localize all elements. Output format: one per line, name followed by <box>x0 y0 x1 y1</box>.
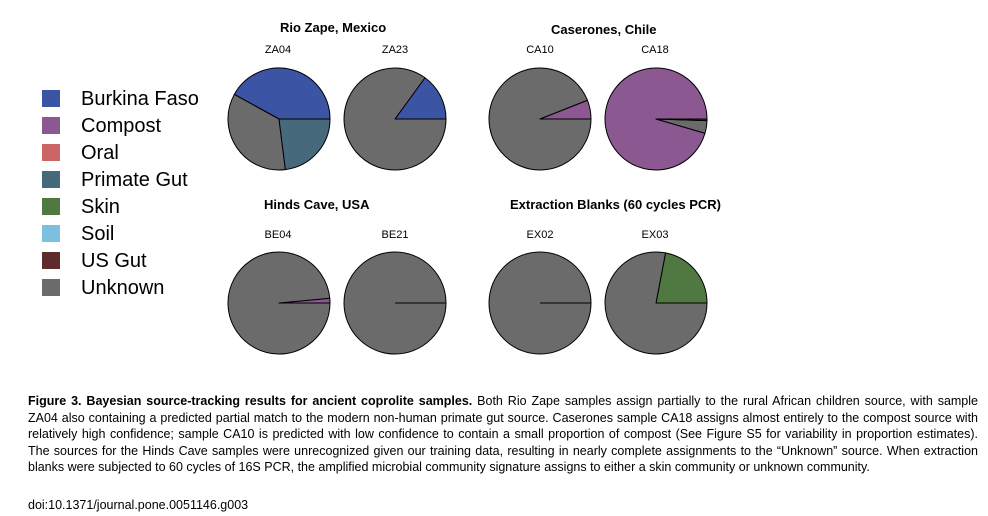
legend-item-oral: Oral <box>42 139 199 166</box>
group-title-hinds-cave: Hinds Cave, USA <box>264 197 370 212</box>
legend-item-burkina-faso: Burkina Faso <box>42 85 199 112</box>
legend-swatch <box>42 117 60 134</box>
legend-swatch <box>42 279 60 296</box>
caption-doi: doi:10.1371/journal.pone.0051146.g003 <box>28 498 249 512</box>
pie-slice-skin <box>655 252 708 304</box>
legend-label: Primate Gut <box>81 168 188 191</box>
pie-chart-za04 <box>227 67 331 171</box>
legend-swatch <box>42 90 60 107</box>
legend-label: Compost <box>81 114 162 137</box>
legend-label: Oral <box>81 141 119 164</box>
pie-chart-ca18 <box>604 67 708 171</box>
caption-body: Both Rio Zape samples assign partially t… <box>28 394 978 474</box>
pie-slice-unknown <box>604 251 708 355</box>
pie-chart-be21 <box>343 251 447 355</box>
legend-item-primate-gut: Primate Gut <box>42 166 199 193</box>
pie-chart-za23 <box>343 67 447 171</box>
legend-item-compost: Compost <box>42 112 199 139</box>
sample-label-ca10: CA10 <box>526 44 554 56</box>
pie-slice-burkina-faso <box>233 67 331 120</box>
legend: Burkina Faso Compost Oral Primate Gut Sk… <box>42 85 199 301</box>
pie-slice-unknown <box>343 67 447 171</box>
legend-swatch <box>42 198 60 215</box>
pie-chart-ca10 <box>488 67 592 171</box>
figure-caption: Figure 3. Bayesian source-tracking resul… <box>28 393 978 476</box>
legend-label: Skin <box>81 195 120 218</box>
sample-label-ca18: CA18 <box>641 44 669 56</box>
sample-label-za23: ZA23 <box>381 44 409 56</box>
legend-label: Burkina Faso <box>81 87 199 110</box>
sample-label-be04: BE04 <box>264 229 292 241</box>
caption-title: Figure 3. Bayesian source-tracking resul… <box>28 394 473 408</box>
legend-swatch <box>42 225 60 242</box>
pie-slice-primate-gut <box>278 118 331 171</box>
legend-swatch <box>42 144 60 161</box>
group-title-caserones: Caserones, Chile <box>551 22 657 37</box>
legend-item-skin: Skin <box>42 193 199 220</box>
legend-label: Soil <box>81 222 115 245</box>
legend-item-soil: Soil <box>42 220 199 247</box>
pie-slice-burkina-faso <box>394 77 447 120</box>
group-title-extraction-blanks: Extraction Blanks (60 cycles PCR) <box>510 197 721 212</box>
legend-item-unknown: Unknown <box>42 274 199 301</box>
pie-slice-unknown <box>488 67 592 171</box>
pie-slice-unknown <box>227 93 286 171</box>
sample-label-be21: BE21 <box>381 229 409 241</box>
legend-label: US Gut <box>81 249 147 272</box>
pie-chart-ex02 <box>488 251 592 355</box>
pie-slice-us-gut <box>655 118 708 122</box>
sample-label-ex03: EX03 <box>641 229 669 241</box>
pie-chart-be04 <box>227 251 331 355</box>
pie-slice-unknown <box>227 251 331 355</box>
pie-chart-ex03 <box>604 251 708 355</box>
group-title-rio-zape: Rio Zape, Mexico <box>280 20 387 35</box>
legend-swatch <box>42 252 60 269</box>
legend-swatch <box>42 171 60 188</box>
legend-item-us-gut: US Gut <box>42 247 199 274</box>
sample-label-za04: ZA04 <box>264 44 292 56</box>
sample-label-ex02: EX02 <box>526 229 554 241</box>
legend-label: Unknown <box>81 276 165 299</box>
